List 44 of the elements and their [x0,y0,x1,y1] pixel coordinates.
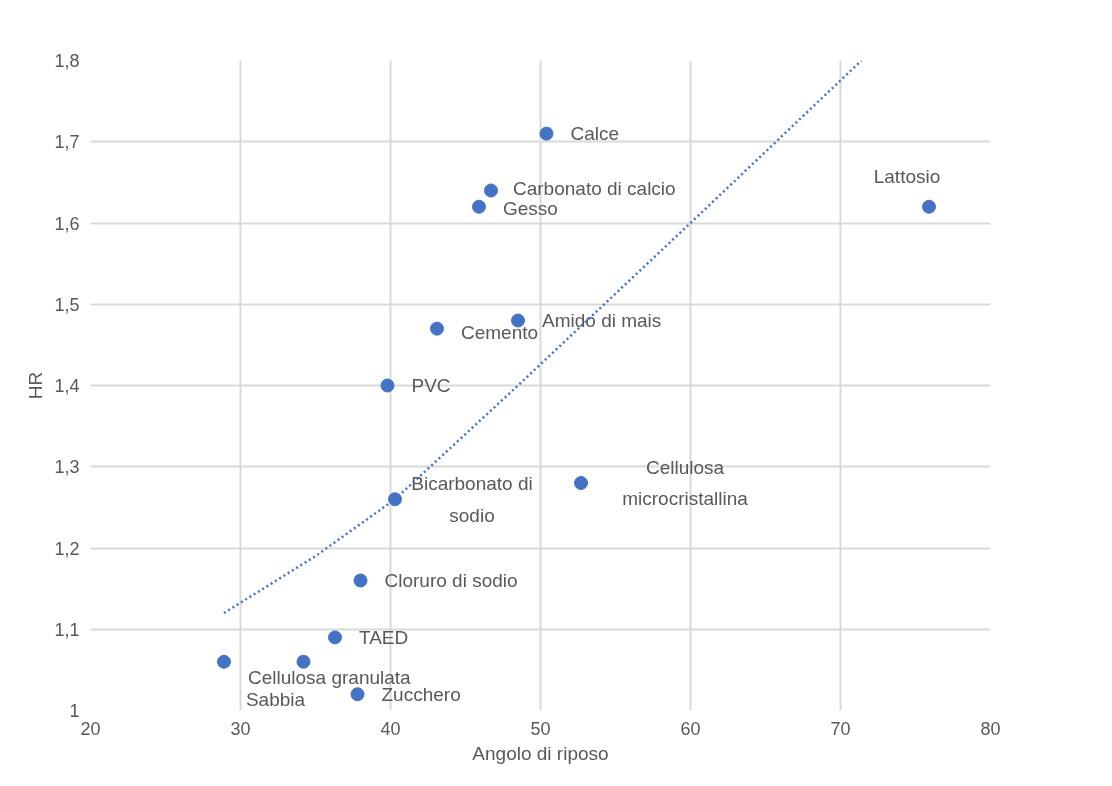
line-series [222,60,863,615]
point [430,321,444,336]
y-tick-label: 1,2 [54,538,80,559]
annotation: Sabbia [245,689,306,711]
annotation: Amido di mais [542,310,662,331]
x-tick-label: 60 [680,718,701,739]
y-tick-label: 1,5 [54,294,80,315]
point [472,199,486,214]
x-tick-label: 70 [830,718,851,739]
point [388,492,402,507]
point [217,654,231,669]
y-tick-label: 1,3 [54,457,80,478]
point [350,687,365,702]
x-axis-title: Angolo di riposo [472,742,609,764]
x-tick-label: 80 [980,718,1001,739]
annotation: Carbonato di calcio [513,178,676,199]
point [380,378,395,393]
point [574,476,588,490]
annotation: PVC [411,375,451,396]
annotation: TAED [359,626,409,648]
annotation: Calce [570,123,620,145]
point [328,630,342,645]
point [353,573,368,588]
point [484,183,498,198]
y-tick-label: 1,7 [54,132,80,153]
x-tick-label: 40 [380,718,401,739]
x-tick-label: 20 [80,718,101,739]
annotation: Lattosio [873,166,941,188]
annotation: Gesso [503,198,558,220]
annotation: Cloruro di sodio [384,570,518,591]
annotation: Cellulosa microcristallina [622,456,749,510]
point [296,654,311,669]
y-axis-title: HR [25,371,47,400]
x-tick-label: 50 [530,718,551,739]
y-tick-label: 1,8 [54,51,80,71]
point [922,199,936,214]
annotation: Cemento [461,322,539,344]
annotation: Bicarbonato di sodio [411,473,533,526]
y-tick-label: 1 [69,701,80,721]
y-tick-label: 1,4 [54,376,80,396]
y-tick-label: 1,6 [54,213,80,234]
y-tick-label: 1,1 [54,619,80,640]
x-tick-label: 30 [230,718,251,739]
point [539,126,554,141]
